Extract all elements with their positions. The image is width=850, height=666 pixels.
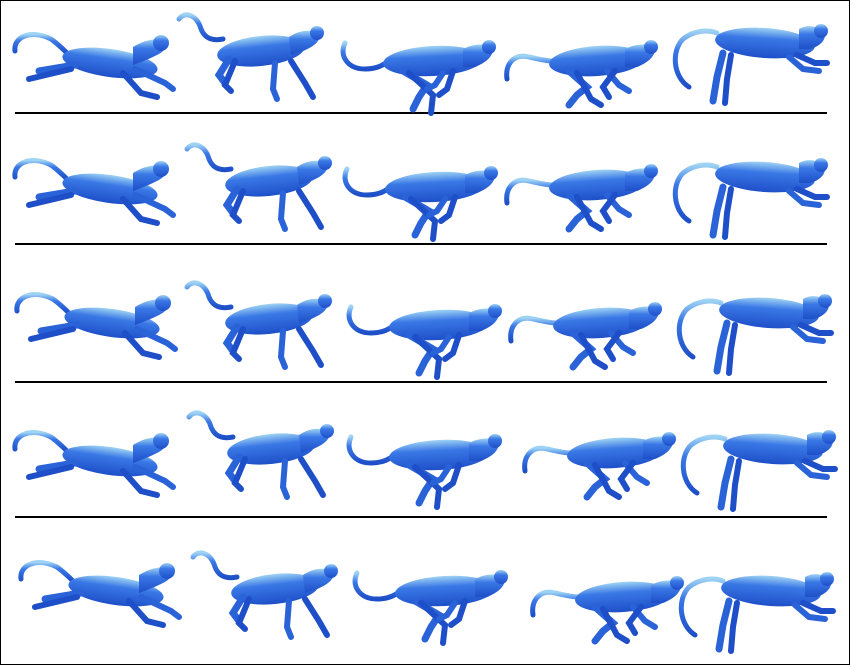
cheetah-r4-c1 [15,433,173,495]
cheetah-r2-c2 [187,145,332,229]
cheetah-r5-c1 [21,563,179,625]
cheetah-r3-c3 [349,304,502,377]
cheetah-r5-c4 [533,576,684,641]
cheetah-r5-c5 [681,572,834,651]
cheetah-r2-c1 [15,161,173,223]
cheetah-r1-c2 [179,15,324,99]
cheetah-r1-c4 [507,40,658,105]
cheetah-r1-c3 [343,40,496,113]
cheetah-r5-c2 [193,553,338,637]
cheetah-r1-c5 [675,24,828,103]
row-2 [15,145,828,239]
row-5 [21,553,834,651]
cheetah-r4-c5 [683,430,836,509]
cheetah-r4-c2 [189,413,334,497]
cheetah-r3-c4 [511,302,662,367]
row-4 [15,413,836,509]
cheetah-r3-c5 [679,294,832,373]
cheetah-r3-c2 [187,283,332,367]
cheetah-r4-c4 [525,432,676,497]
cheetah-r2-c4 [507,164,658,229]
cheetah-r2-c5 [675,158,828,237]
row-1 [15,15,828,113]
cheetah-r4-c3 [349,434,502,507]
cheetah-r2-c3 [345,166,498,239]
cheetah-r5-c3 [355,570,508,643]
cheetah-r3-c1 [17,295,175,357]
cheetah-r1-c1 [15,35,173,97]
row-3 [17,283,832,377]
